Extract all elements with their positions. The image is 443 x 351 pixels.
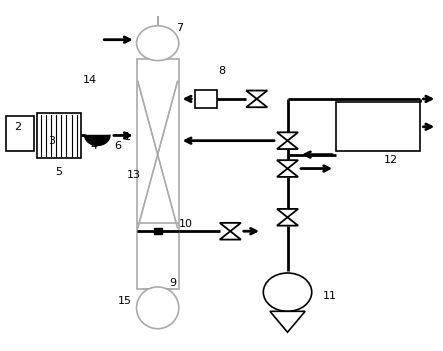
Text: 15: 15 (118, 296, 132, 306)
Text: 4: 4 (90, 141, 97, 151)
Polygon shape (85, 135, 110, 145)
Ellipse shape (136, 26, 179, 61)
Bar (154, 228, 162, 234)
Circle shape (263, 273, 312, 311)
Text: 2: 2 (15, 122, 22, 132)
Text: 14: 14 (82, 75, 97, 85)
Text: 5: 5 (55, 167, 62, 177)
Text: 3: 3 (49, 136, 55, 146)
Text: 8: 8 (218, 66, 225, 76)
Bar (195, 90, 217, 108)
Text: 1: 1 (123, 132, 130, 142)
Text: 13: 13 (126, 171, 140, 180)
Bar (136, 59, 179, 289)
Bar (6, 116, 35, 151)
Text: 6: 6 (115, 141, 121, 151)
Polygon shape (270, 311, 305, 332)
Text: 10: 10 (179, 219, 193, 229)
Bar (37, 113, 81, 158)
Ellipse shape (136, 287, 179, 329)
Text: 12: 12 (384, 155, 398, 165)
Text: 11: 11 (323, 291, 336, 301)
Text: 7: 7 (176, 22, 183, 33)
Bar (336, 102, 420, 151)
Text: 9: 9 (170, 278, 177, 289)
